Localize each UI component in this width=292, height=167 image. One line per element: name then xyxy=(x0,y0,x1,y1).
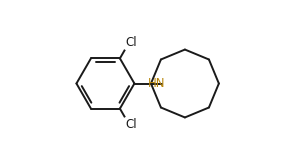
Text: Cl: Cl xyxy=(125,36,137,49)
Text: Cl: Cl xyxy=(125,118,137,131)
Text: HN: HN xyxy=(148,77,166,90)
